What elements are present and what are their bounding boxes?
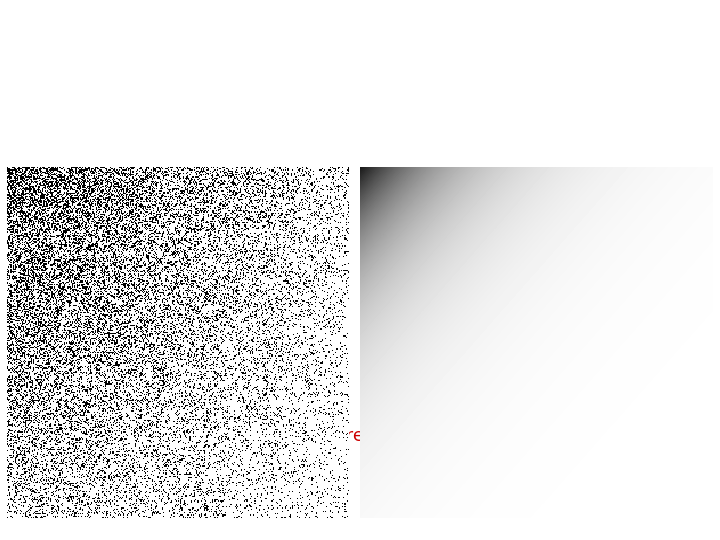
Text: and with 5,000 (multiple) edges: and with 5,000 (multiple) edges xyxy=(14,454,303,472)
FancyBboxPatch shape xyxy=(396,281,702,386)
Text: $W(x,z)\,\tilde{\propto}\;\ln(x)\ln(y)$: $W(x,z)\,\tilde{\propto}\;\ln(x)\ln(y)$ xyxy=(371,455,582,480)
Text: preferential attachment graph: preferential attachment graph xyxy=(14,399,289,417)
Text: A randomly grown: A randomly grown xyxy=(14,372,179,390)
Text: $t(F,G_n)$: $t(F,G_n)$ xyxy=(513,341,585,365)
Text: Proof by computing: Proof by computing xyxy=(462,308,636,326)
Text: with 200 fixed nodes: with 200 fixed nodes xyxy=(14,427,208,445)
Text: ordered by degrees: ordered by degrees xyxy=(208,427,384,445)
Text: with 200 fixed nodes: with 200 fixed nodes xyxy=(14,427,208,445)
